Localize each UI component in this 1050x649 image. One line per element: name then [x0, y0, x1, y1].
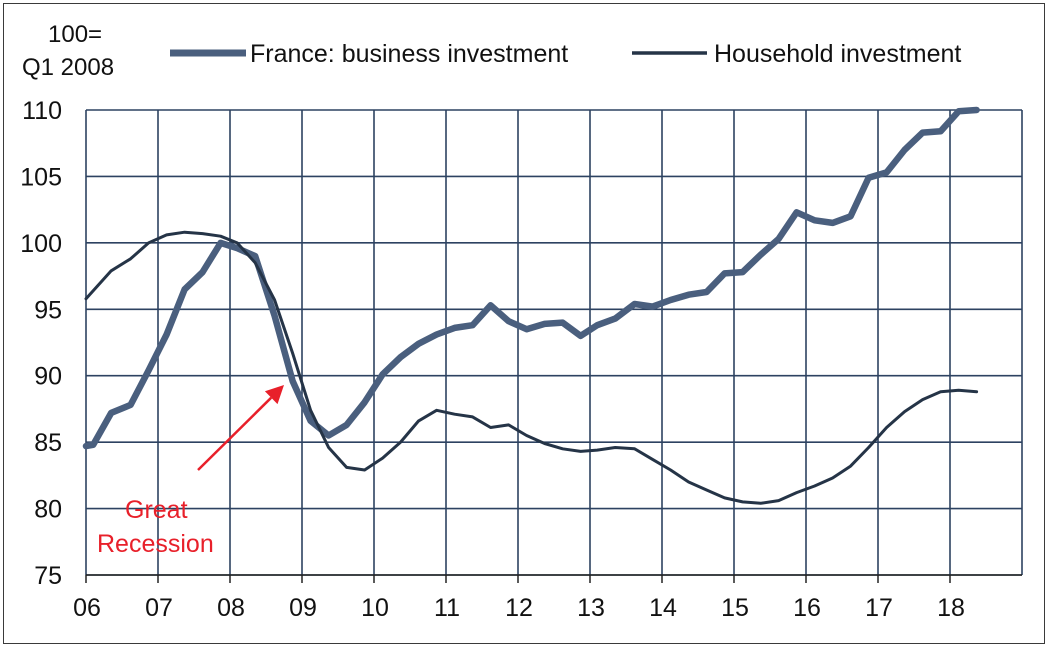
annotation-label-line1: Great	[125, 496, 188, 524]
x-tick-label: 12	[505, 594, 533, 622]
series-line-household	[86, 232, 977, 503]
annotation-arrow	[198, 398, 271, 470]
x-axis-ticks: 06 07 08 09 10 11 12 13 14 15 16 17 18	[73, 575, 1022, 622]
annotation-label-line2: Recession	[97, 530, 214, 558]
x-tick-label: 14	[649, 594, 677, 622]
x-tick-label: 16	[793, 594, 821, 622]
series-line-business	[86, 110, 977, 446]
legend-label-household: Household investment	[714, 40, 961, 68]
x-tick-label: 15	[721, 594, 749, 622]
x-tick-label: 08	[217, 594, 245, 622]
x-tick-label: 17	[865, 594, 893, 622]
y-tick-label: 80	[34, 496, 62, 524]
unit-label-line1: 100=	[48, 21, 102, 48]
y-axis-ticks: 75 80 85 90 95 100 105 110	[20, 97, 62, 590]
x-tick-label: 09	[289, 594, 317, 622]
y-tick-label: 95	[34, 296, 62, 324]
gridlines	[86, 110, 1022, 575]
y-tick-label: 90	[34, 363, 62, 391]
x-tick-label: 13	[577, 594, 605, 622]
y-tick-label: 110	[22, 97, 62, 125]
y-tick-label: 85	[34, 429, 62, 457]
y-tick-label: 105	[20, 163, 62, 191]
x-tick-label: 06	[73, 594, 101, 622]
legend: France: business investment Household in…	[170, 40, 961, 68]
x-tick-label: 07	[145, 594, 173, 622]
x-tick-label: 11	[434, 594, 460, 622]
annotation-great-recession: Great Recession	[97, 385, 284, 558]
series-lines	[86, 110, 977, 503]
y-tick-label: 75	[34, 562, 62, 590]
x-tick-label: 18	[937, 594, 965, 622]
legend-label-business: France: business investment	[250, 40, 568, 68]
y-tick-label: 100	[20, 230, 62, 258]
line-chart: 100= Q1 2008 France: business investment…	[0, 0, 1050, 649]
unit-label-line2: Q1 2008	[22, 54, 114, 81]
x-tick-label: 10	[361, 594, 389, 622]
